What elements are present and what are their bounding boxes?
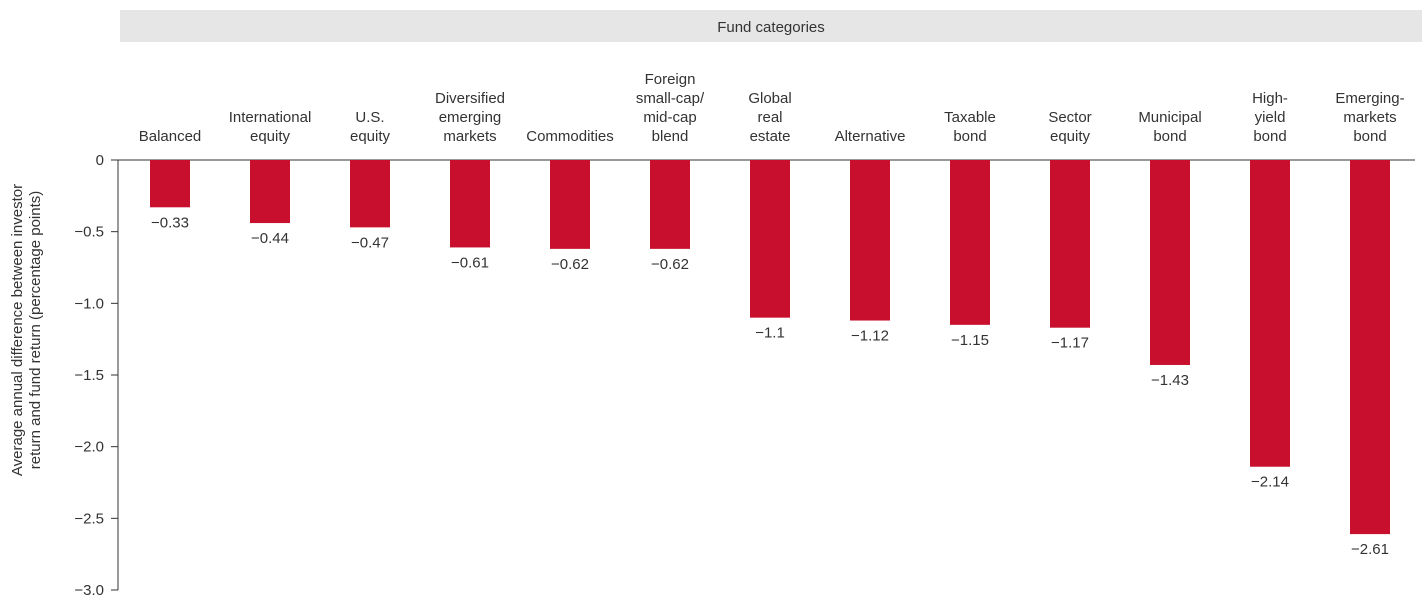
category-label: U.S. equity	[350, 109, 391, 145]
category-label: Balanced	[139, 128, 202, 145]
category-label: Emerging-markets bond	[1335, 90, 1404, 145]
bar	[350, 160, 390, 228]
value-label: −0.44	[251, 230, 289, 247]
header-band	[120, 10, 1422, 42]
category-label: Foreign small-cap/mid-cap blend	[636, 71, 705, 145]
y-tick-label: −0.5	[74, 224, 104, 241]
y-tick-label: −2.5	[74, 510, 104, 527]
bar	[1150, 160, 1190, 365]
y-axis-title: Average annual difference between invest…	[9, 184, 26, 476]
value-label: −0.62	[551, 256, 589, 273]
bar	[750, 160, 790, 318]
category-label: International equity	[229, 109, 312, 145]
value-label: −2.14	[1251, 474, 1289, 491]
category-label: Global real estate	[748, 90, 791, 145]
category-label: High-yield bond	[1252, 90, 1288, 145]
category-label: Sector equity	[1048, 109, 1091, 145]
y-axis-title: return and fund return (percentage point…	[27, 191, 44, 470]
bar	[1350, 160, 1390, 535]
value-label: −0.62	[651, 256, 689, 273]
value-label: −0.33	[151, 214, 189, 231]
category-label: Diversified emerging markets	[435, 90, 505, 145]
bar	[250, 160, 290, 224]
y-tick-label: 0	[96, 152, 104, 169]
y-tick-label: −1.5	[74, 367, 104, 384]
bar	[1250, 160, 1290, 467]
value-label: −2.61	[1351, 541, 1389, 558]
bar	[950, 160, 990, 325]
bar	[650, 160, 690, 249]
y-tick-label: −1.0	[74, 295, 104, 312]
value-label: −1.17	[1051, 335, 1089, 352]
value-label: −0.61	[451, 254, 489, 271]
category-label: Taxable bond	[944, 109, 996, 145]
bar	[450, 160, 490, 248]
bar	[1050, 160, 1090, 328]
value-label: −1.43	[1151, 372, 1189, 389]
value-label: −1.1	[755, 325, 785, 342]
value-label: −1.15	[951, 332, 989, 349]
bar	[150, 160, 190, 208]
category-label: Municipal bond	[1138, 109, 1201, 145]
value-label: −0.47	[351, 234, 389, 251]
category-label: Commodities	[526, 128, 614, 145]
value-label: −1.12	[851, 328, 889, 345]
header: Fund categories	[717, 19, 825, 36]
category-label: Alternative	[835, 128, 906, 145]
bar	[550, 160, 590, 249]
y-tick-label: −3.0	[74, 582, 104, 597]
y-tick-label: −2.0	[74, 439, 104, 456]
bar	[850, 160, 890, 321]
